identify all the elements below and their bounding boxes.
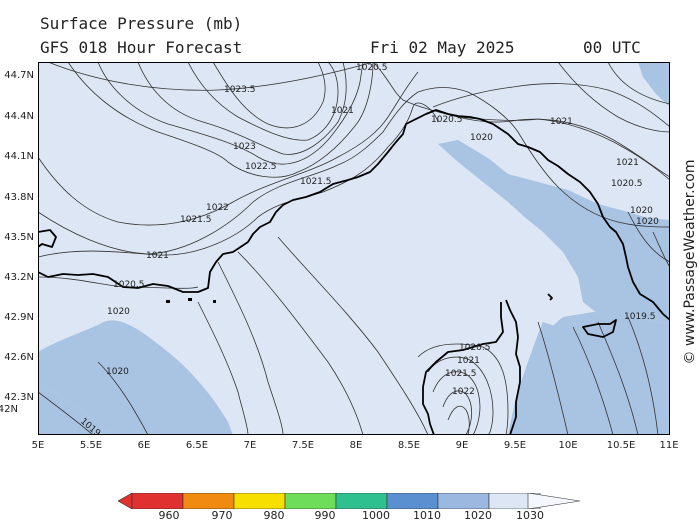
contour-label: 1020.5 [611,179,643,189]
y-tick-label: 43.5N [4,232,34,243]
colorbar-segment [182,493,235,509]
contour-label: 1020.5 [356,63,388,73]
colorbar-segment [437,493,490,509]
colorbar-label: 970 [211,509,233,522]
forecast-time: 00 UTC [583,38,641,57]
contour-label: 1022 [206,203,229,213]
pressure-band-1010-east-sea [508,322,618,435]
colorbar-segment [131,493,184,509]
contour-label: 1021 [146,251,169,261]
x-tick-label: 6E [137,440,151,451]
contour-label: 1020 [630,206,653,216]
x-tick-label: 5E [31,440,45,451]
contour-label: 1022 [452,387,475,397]
contour-label: 1021 [457,356,480,366]
y-tick-label: 42.9N [4,312,34,323]
contour-label: 1020 [636,217,659,227]
y-tick-label: 44.4N [4,111,34,122]
contour-label: 1021 [331,106,354,116]
pressure-map: 1020.5 1023.5 1021 1023 1022.5 1021.5 10… [38,62,670,435]
contour-label: 1021.5 [300,177,332,187]
x-tick-label: 7E [243,440,257,451]
colorbar-segment [233,493,286,509]
contour-label: 1021.5 [180,215,212,225]
contour-label: 1021 [616,158,639,168]
x-tick-label: 9.5E [503,440,527,451]
contour-label: 1019.5 [624,312,656,322]
colorbar-label: 1010 [413,509,441,522]
contour-label: 1021.5 [445,369,477,379]
pressure-band-1010-ne [638,62,670,107]
map-title: Surface Pressure (mb) [40,14,243,33]
credit-watermark: © www.PassageWeather.com [682,159,698,365]
x-tick-label: 10E [558,440,578,451]
pressure-band-1010-coast [438,140,670,324]
y-tick-label: 42.6N [4,352,34,363]
colorbar-label: 990 [314,509,336,522]
y-tick-label: 42N [0,404,18,415]
coastline [38,109,670,435]
y-tick-label: 44.1N [4,151,34,162]
colorbar-label: 1030 [516,509,544,522]
contour-label: 1020 [107,307,130,317]
colorbar-label: 960 [158,509,180,522]
colorbar-arrow-low [118,493,133,509]
x-tick-label: 6.5E [185,440,209,451]
colorbar-label: 980 [263,509,285,522]
colorbar-arrow-high [527,493,581,509]
x-tick-label: 11E [659,440,679,451]
x-tick-label: 7.5E [291,440,315,451]
contour-label: 1020 [106,367,129,377]
contour-label: 1022.5 [245,162,277,172]
colorbar-label: 1000 [362,509,390,522]
contour-label: 1020.5 [113,280,145,290]
contour-label: 1021 [550,117,573,127]
y-tick-label: 43.8N [4,192,34,203]
contour-label: 1020.5 [459,343,491,353]
x-tick-label: 8E [349,440,363,451]
contour-label: 1020 [470,133,493,143]
x-tick-label: 5.5E [79,440,103,451]
forecast-date: Fri 02 May 2025 [370,38,515,57]
y-tick-label: 42.3N [4,392,34,403]
pressure-colorbar [118,493,581,509]
contour-label: 1023.5 [224,85,256,95]
contour-label: 1020.5 [431,115,463,125]
map-frame [38,62,670,435]
y-tick-label: 44.7N [4,70,34,81]
coastal-islands [166,298,216,303]
x-tick-label: 9E [455,440,469,451]
contour-labels: 1020.5 1023.5 1021 1023 1022.5 1021.5 10… [78,63,659,435]
model-label: GFS 018 Hour Forecast [40,38,243,57]
colorbar-segment [284,493,337,509]
colorbar-segment [386,493,439,509]
pressure-band-1010-west [38,320,233,435]
pressure-band-1010-sw [38,384,113,435]
colorbar-segment [335,493,388,509]
y-tick-label: 43.2N [4,272,34,283]
x-tick-label: 8.5E [397,440,421,451]
x-tick-label: 10.5E [606,440,636,451]
colorbar-segments [131,493,541,509]
contour-label: 1023 [233,142,256,152]
colorbar-label: 1020 [464,509,492,522]
